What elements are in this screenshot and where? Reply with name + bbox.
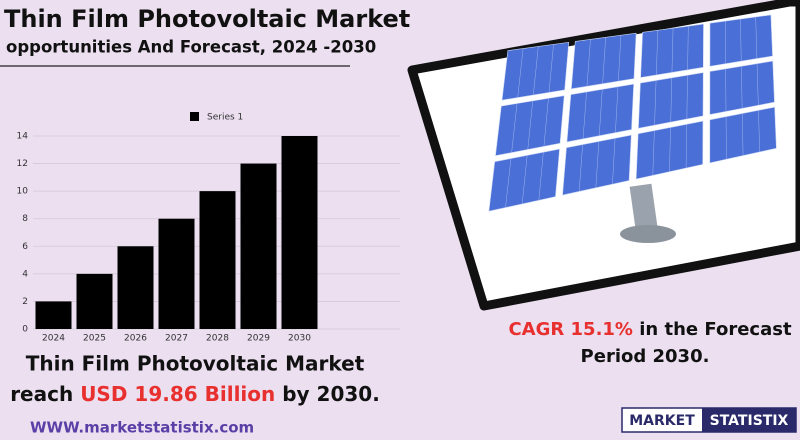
y-tick-label: 8 [22,214,28,224]
bar [281,136,318,329]
by-text: by 2030. [282,382,380,406]
legend-label: Series 1 [207,113,243,123]
cagr-rest: in the Forecast [639,319,792,340]
panel-cell [488,148,560,212]
y-tick-label: 2 [22,297,28,307]
cell-line [517,48,524,98]
panel-cell [566,83,635,143]
cell-line [656,30,659,76]
y-tick-label: 14 [17,132,29,142]
cell-line [670,77,673,123]
cell-line [686,75,688,119]
y-tick-label: 12 [17,159,28,169]
y-tick-label: 0 [22,325,28,335]
cell-line [578,144,583,192]
cell-line [582,91,587,139]
cell-line [598,89,603,136]
cell-line [618,35,622,82]
cell-line [511,103,518,153]
cell-line [521,155,528,204]
url: WWW.marketstatistix.com [30,419,254,437]
cell-line [505,158,512,208]
bar [35,301,72,329]
cell-line [595,141,600,188]
y-tick-label: 6 [22,242,28,252]
cagr-value: 15.1% [571,319,633,340]
cell-line [652,130,655,176]
cell-line [756,63,759,106]
cell-line [755,16,758,59]
cell-line [669,127,671,172]
panel-base [620,225,676,243]
panel-cell [562,134,632,196]
x-tick-label: 2026 [124,334,147,344]
cell-line [533,46,539,96]
cell-line [615,86,619,133]
amount-text: USD 19.86 Billion [80,382,275,406]
bar [158,218,195,329]
reach-text: reach [10,382,73,406]
x-tick-label: 2030 [288,334,311,344]
logo-fill [702,408,796,432]
cell-line [758,110,760,152]
x-tick-label: 2024 [42,334,65,344]
summary-line: Thin Film Photovoltaic Market [26,352,365,376]
panel-cell [570,32,637,90]
logo-left: MARKET [629,413,695,429]
logo-right: STATISTIX [710,413,789,429]
legend-swatch [190,112,199,121]
cell-line [612,138,616,185]
cagr-period: Period 2030. [581,346,710,367]
cell-line [602,37,606,84]
y-tick-label: 10 [17,187,29,197]
cell-line [654,80,657,126]
x-tick-label: 2027 [165,334,188,344]
bar [117,246,154,329]
cell-line [671,28,674,73]
title: Thin Film Photovoltaic Market [4,5,410,33]
cell-line [538,152,544,201]
y-tick-label: 4 [22,269,28,279]
cell-line [543,98,549,147]
x-tick-label: 2025 [83,334,106,344]
bar [199,191,236,329]
panel-stand [629,183,659,237]
cell-line [586,39,591,87]
panel-cell [501,41,570,101]
cell-line [527,100,533,150]
subtitle: opportunities And Forecast, 2024 -2030 [6,38,376,57]
x-tick-label: 2029 [247,334,270,344]
summary-reach: reach USD 19.86 Billion by 2030. [10,382,380,406]
cagr-label: CAGR [508,319,564,340]
cell-line [685,124,688,169]
x-tick-label: 2028 [206,334,229,344]
solar-panel-image [407,0,800,311]
cell-line [687,26,689,70]
cell-line [740,19,742,62]
cagr-line: CAGR 15.1% in the Forecast [508,319,791,340]
bar [240,163,277,329]
cell-line [548,44,554,93]
bar [76,273,113,329]
cell-line [742,113,744,156]
cell-line [741,66,743,109]
panel-cell [495,95,565,157]
